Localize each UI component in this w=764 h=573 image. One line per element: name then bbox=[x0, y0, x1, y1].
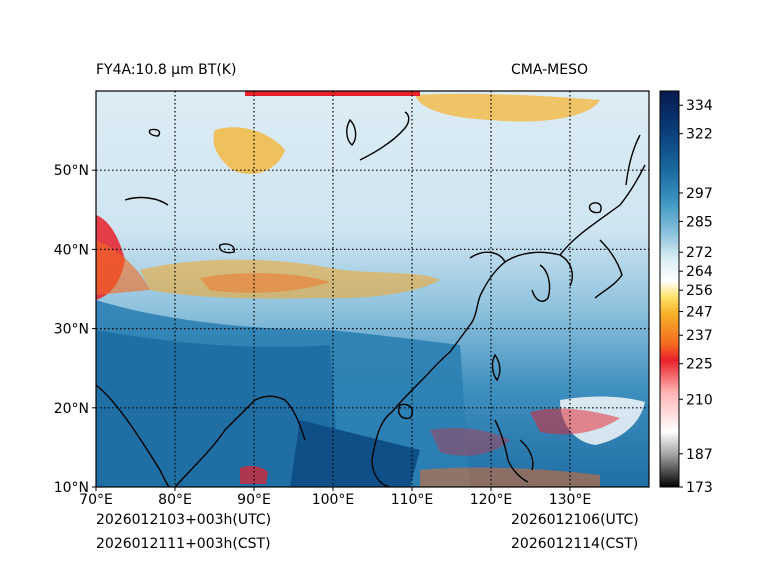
colorbar-tick-label: 225 bbox=[686, 357, 713, 373]
init-time-utc: 2026012103+003h(UTC) bbox=[96, 512, 272, 528]
colorbar-tick-label: 247 bbox=[686, 305, 713, 321]
valid-time-cst: 2026012114(CST) bbox=[511, 536, 639, 552]
lon-tick-label: 120°E bbox=[470, 492, 513, 508]
init-time-cst: 2026012111+003h(CST) bbox=[96, 536, 271, 552]
lon-tick-label: 80°E bbox=[158, 492, 192, 508]
colorbar-tick-label: 210 bbox=[686, 392, 713, 408]
graticule bbox=[96, 91, 649, 487]
axis-labels: 70°E 80°E 90°E 100°E 110°E 120°E 130°E 10°N 20°N… bbox=[54, 163, 592, 508]
colorbar-tick-label: 256 bbox=[686, 283, 713, 299]
colorbar-tick-label: 187 bbox=[686, 447, 713, 463]
lon-tick-label: 110°E bbox=[391, 492, 434, 508]
lat-tick-label: 10°N bbox=[54, 480, 89, 496]
colorbar bbox=[659, 90, 680, 488]
colorbar-tick-label: 285 bbox=[686, 214, 713, 230]
coastlines bbox=[96, 111, 646, 487]
colorbar-tick-label: 297 bbox=[686, 186, 713, 202]
lon-tick-label: 70°E bbox=[79, 492, 113, 508]
lat-tick-label: 30°N bbox=[54, 322, 89, 338]
lon-tick-label: 130°E bbox=[549, 492, 592, 508]
lat-tick-label: 50°N bbox=[54, 163, 89, 179]
product-title: FY4A:10.8 µm BT(K) bbox=[96, 62, 237, 78]
colorbar-tick-label: 322 bbox=[686, 127, 713, 143]
colorbar-tick-label: 264 bbox=[686, 264, 713, 280]
lat-tick-label: 40°N bbox=[54, 242, 89, 258]
colorbar-tick-label: 334 bbox=[686, 98, 713, 114]
bt-field bbox=[96, 91, 649, 487]
lat-tick-label: 20°N bbox=[54, 401, 89, 417]
map-frame bbox=[95, 90, 650, 488]
lon-tick-label: 90°E bbox=[237, 492, 271, 508]
colorbar-ticks: 334 322 297 285 272 264 256 247 237 225 210 187 173 bbox=[679, 98, 713, 496]
colorbar-tick-label: 272 bbox=[686, 245, 713, 261]
lon-tick-label: 100°E bbox=[312, 492, 355, 508]
model-name: CMA-MESO bbox=[511, 62, 589, 78]
colorbar-tick-label: 173 bbox=[686, 480, 713, 496]
colorbar-tick-label: 237 bbox=[686, 328, 713, 344]
valid-time-utc: 2026012106(UTC) bbox=[511, 512, 639, 528]
